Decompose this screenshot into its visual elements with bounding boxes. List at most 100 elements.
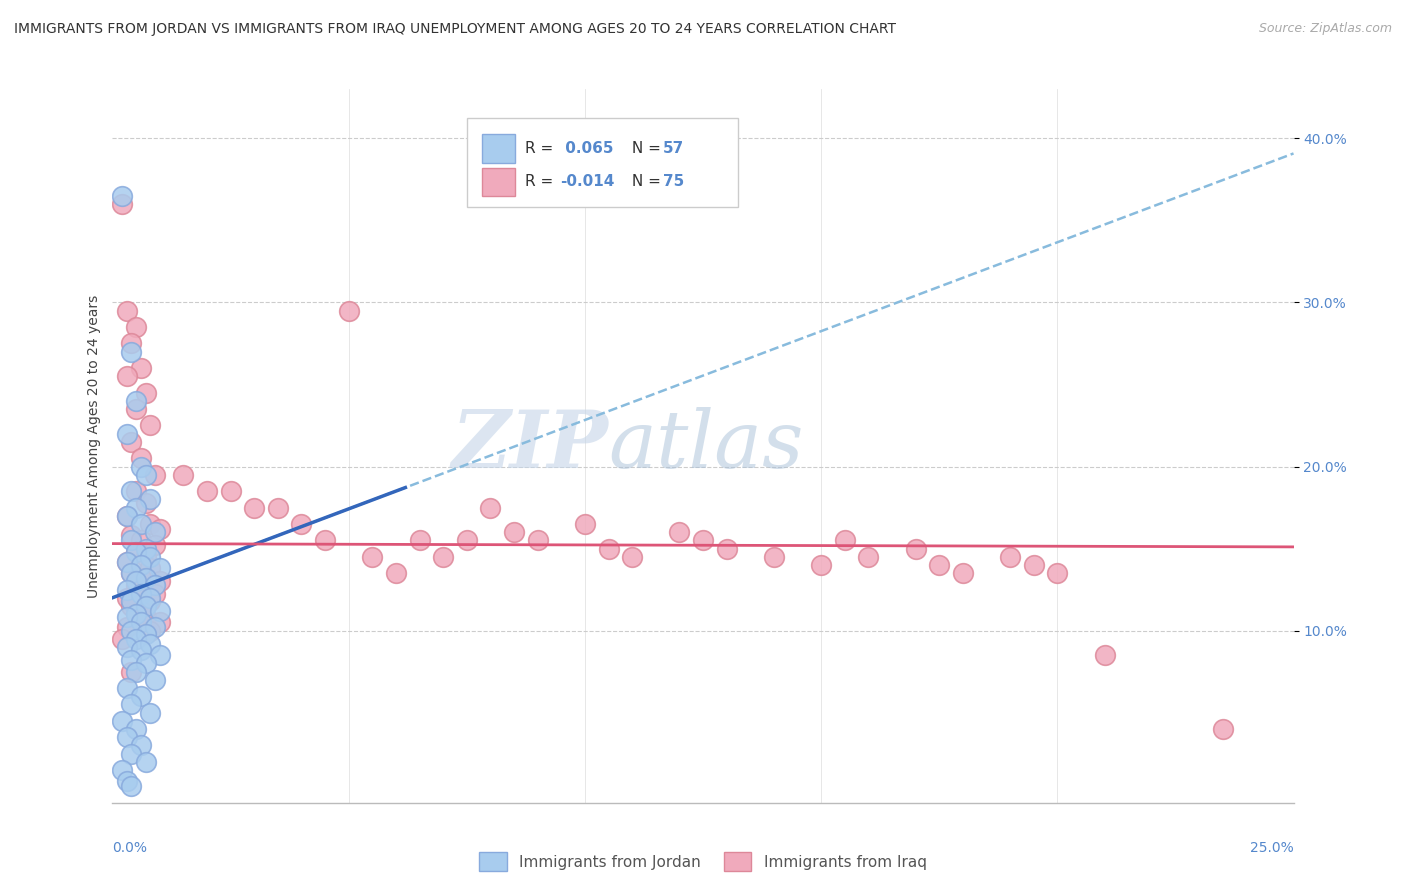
Point — [115, 508, 138, 523]
Point — [120, 594, 142, 608]
Point — [143, 467, 166, 482]
Point — [120, 528, 142, 542]
Point — [129, 739, 152, 753]
Point — [1046, 566, 1069, 581]
Point — [135, 467, 157, 482]
Point — [129, 533, 152, 548]
Point — [125, 484, 148, 499]
Point — [111, 189, 134, 203]
Point — [125, 632, 148, 646]
Point — [143, 620, 166, 634]
Text: 75: 75 — [662, 175, 685, 189]
Point — [115, 555, 138, 569]
Point — [115, 591, 138, 605]
Point — [115, 610, 138, 624]
Text: Source: ZipAtlas.com: Source: ZipAtlas.com — [1258, 22, 1392, 36]
Point — [135, 610, 157, 624]
Point — [692, 533, 714, 548]
Point — [139, 594, 162, 608]
Point — [479, 500, 502, 515]
Point — [337, 303, 360, 318]
Y-axis label: Unemployment Among Ages 20 to 24 years: Unemployment Among Ages 20 to 24 years — [87, 294, 101, 598]
Point — [135, 571, 157, 585]
Point — [952, 566, 974, 581]
Point — [858, 549, 880, 564]
Point — [111, 763, 134, 777]
Point — [385, 566, 408, 581]
Point — [139, 418, 162, 433]
Point — [125, 665, 148, 679]
Point — [129, 615, 152, 630]
Point — [111, 197, 134, 211]
Point — [762, 549, 785, 564]
Point — [143, 577, 166, 591]
Point — [139, 591, 162, 605]
Point — [135, 541, 157, 556]
Point — [243, 500, 266, 515]
Point — [125, 545, 148, 559]
Point — [115, 620, 138, 634]
Text: 0.065: 0.065 — [560, 141, 613, 156]
Point — [129, 587, 152, 601]
Point — [195, 484, 218, 499]
Point — [810, 558, 832, 572]
Point — [120, 698, 142, 712]
Point — [125, 574, 148, 589]
Point — [115, 303, 138, 318]
Point — [125, 500, 148, 515]
Point — [129, 571, 152, 585]
Point — [135, 582, 157, 597]
Point — [120, 747, 142, 761]
Point — [120, 780, 142, 794]
Point — [135, 495, 157, 509]
Point — [149, 522, 172, 536]
Point — [456, 533, 478, 548]
Point — [125, 722, 148, 736]
Point — [149, 604, 172, 618]
Point — [115, 640, 138, 654]
Point — [526, 533, 548, 548]
Text: -0.014: -0.014 — [560, 175, 614, 189]
Point — [1094, 648, 1116, 662]
Point — [115, 555, 138, 569]
Point — [120, 434, 142, 449]
FancyBboxPatch shape — [482, 134, 515, 162]
Point — [503, 525, 526, 540]
Point — [129, 451, 152, 466]
Text: 25.0%: 25.0% — [1250, 840, 1294, 855]
Point — [129, 604, 152, 618]
Point — [120, 336, 142, 351]
Point — [143, 587, 166, 601]
Point — [125, 545, 148, 559]
FancyBboxPatch shape — [467, 118, 738, 207]
Point — [115, 426, 138, 441]
Point — [129, 689, 152, 703]
Point — [115, 369, 138, 384]
Point — [998, 549, 1021, 564]
Point — [143, 673, 166, 687]
Point — [135, 657, 157, 671]
Text: N =: N = — [627, 175, 661, 189]
Point — [120, 665, 142, 679]
Text: R =: R = — [524, 141, 553, 156]
Point — [129, 643, 152, 657]
Point — [361, 549, 384, 564]
Point — [139, 637, 162, 651]
Point — [149, 648, 172, 662]
Point — [716, 541, 738, 556]
Point — [1212, 722, 1234, 736]
Point — [139, 624, 162, 638]
Point — [129, 516, 152, 531]
Point — [115, 582, 138, 597]
Point — [135, 627, 157, 641]
Point — [574, 516, 596, 531]
FancyBboxPatch shape — [482, 168, 515, 196]
Point — [120, 599, 142, 613]
Text: 0.0%: 0.0% — [112, 840, 148, 855]
Point — [115, 730, 138, 744]
Point — [668, 525, 690, 540]
Point — [834, 533, 856, 548]
Point — [149, 615, 172, 630]
Legend: Immigrants from Jordan, Immigrants from Iraq: Immigrants from Jordan, Immigrants from … — [474, 847, 932, 877]
Point — [115, 774, 138, 789]
